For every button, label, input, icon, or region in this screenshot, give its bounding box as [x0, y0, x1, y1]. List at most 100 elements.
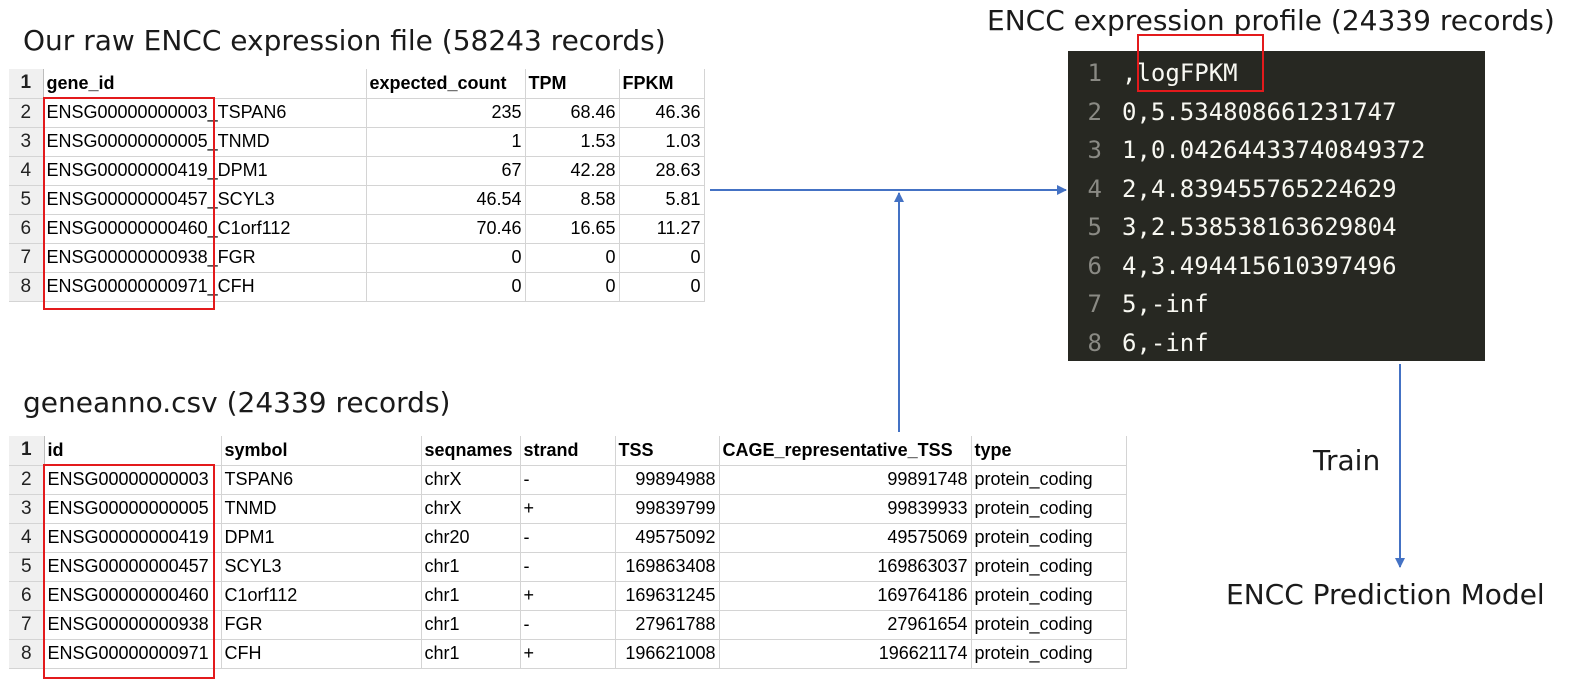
table-cell: 27961788 [615, 610, 720, 640]
table-cell: + [520, 639, 616, 669]
code-text: 5,-inf [1122, 290, 1209, 318]
editor-line: 2 0,5.534808661231747 [1068, 93, 1485, 132]
table-row: 3 ENSG00000000005 TNMD chrX +99839799 9983993… [9, 494, 1127, 524]
table-cell: + [520, 494, 616, 524]
table-cell: 235 [366, 98, 526, 128]
table-cell: TNMD [221, 494, 422, 524]
column-header: TPM [525, 69, 620, 99]
column-header: seqnames [421, 436, 521, 466]
raw-file-title: Our raw ENCC expression file (58243 reco… [23, 24, 666, 57]
table-row: 4 ENSG00000000419_DPM1 67 42.28 28.63 [9, 156, 705, 186]
expression-profile-editor: 1 ,logFPKM 2 0,5.534808661231747 3 1,0.042644… [1068, 51, 1485, 361]
table-cell: protein_coding [971, 494, 1127, 524]
table-cell: 0 [619, 243, 705, 273]
line-number: 6 [1087, 251, 1102, 280]
table-cell: chr1 [421, 639, 521, 669]
table-cell: 8.58 [525, 185, 620, 215]
table-cell: 16.65 [525, 214, 620, 244]
table-row: 2 ENSG00000000003_TSPAN6 235 68.46 46.36 [9, 98, 705, 128]
table-cell: - [520, 523, 616, 553]
table-cell: 68.46 [525, 98, 620, 128]
line-number: 2 [1087, 97, 1102, 126]
editor-line: 8 6,-inf [1068, 324, 1485, 363]
row-number: 6 [9, 581, 45, 611]
code-text: 3,2.538538163629804 [1122, 213, 1397, 241]
table-row: 6 ENSG00000000460 C1orf112 chr1 +169631245 16… [9, 581, 1127, 611]
row-number: 8 [9, 272, 44, 302]
table-cell: 196621174 [719, 639, 972, 669]
id-column-highlight-box [43, 464, 215, 679]
column-header: symbol [221, 436, 422, 466]
code-text: 4,3.494415610397496 [1122, 251, 1397, 280]
column-header: CAGE_representative_TSS [719, 436, 972, 466]
row-number: 3 [9, 127, 44, 157]
table-cell: DPM1 [221, 523, 422, 553]
table-cell: ENSG00000000003 [44, 465, 222, 495]
table-cell: chrX [421, 494, 521, 524]
table-cell: ENSG00000000419 [44, 523, 222, 553]
table-cell: 0 [619, 272, 705, 302]
row-number: 3 [9, 494, 45, 524]
table-cell: protein_coding [971, 639, 1127, 669]
line-number: 1 [1087, 59, 1102, 87]
row-number: 1 [9, 69, 44, 99]
line-number: 5 [1087, 213, 1102, 241]
table-cell: SCYL3 [221, 552, 422, 582]
table-cell: ENSG00000000460 [44, 581, 222, 611]
row-number: 7 [9, 243, 44, 273]
line-number: 8 [1087, 328, 1102, 357]
row-number: 6 [9, 214, 44, 244]
geneanno-title: geneanno.csv (24339 records) [23, 386, 451, 419]
column-header: TSS [615, 436, 720, 466]
editor-line: 1 ,logFPKM [1068, 54, 1485, 93]
table-cell: protein_coding [971, 581, 1127, 611]
table-cell: 169631245 [615, 581, 720, 611]
table-row: 7 ENSG00000000938 FGR chr1-27961788 27961654… [9, 610, 1127, 640]
table-cell: 169863408 [615, 552, 720, 582]
row-number: 2 [9, 465, 45, 495]
table-cell: ENSG00000000971_CFH [43, 272, 367, 302]
line-number: 3 [1087, 136, 1102, 164]
line-number: 7 [1087, 290, 1102, 318]
raw-expression-table: 1 gene_id expected_count TPM FPKM 2 ENSG000000… [9, 69, 705, 302]
table-cell: chr1 [421, 581, 521, 611]
table-cell: 99839933 [719, 494, 972, 524]
table-cell: 70.46 [366, 214, 526, 244]
table-cell: 42.28 [525, 156, 620, 186]
table-cell: 49575092 [615, 523, 720, 553]
table-row: 5 ENSG00000000457_SCYL3 46.54 8.58 5.81 [9, 185, 705, 215]
table-cell: CFH [221, 639, 422, 669]
table-cell: 46.54 [366, 185, 526, 215]
row-number: 1 [9, 436, 45, 466]
code-text: 2,4.839455765224629 [1122, 174, 1397, 203]
table-row: 7 ENSG00000000938_FGR 0 0 0 [9, 243, 705, 273]
table-cell: 0 [525, 272, 620, 302]
table-cell: 49575069 [719, 523, 972, 553]
table-cell: 0 [525, 243, 620, 273]
row-number: 2 [9, 98, 44, 128]
table-cell: C1orf112 [221, 581, 422, 611]
gene-id-highlight-box [43, 97, 215, 310]
table-row: 4 ENSG00000000419 DPM1 chr20-49575092 495750… [9, 523, 1127, 553]
table-cell: ENSG00000000938 [44, 610, 222, 640]
table-cell: - [520, 465, 616, 495]
table-row: 3 ENSG00000000005_TNMD 1 1.53 1.03 [9, 127, 705, 157]
editor-line: 3 1,0.04264433740849372 [1068, 131, 1485, 170]
table-cell: - [520, 552, 616, 582]
table-cell: chrX [421, 465, 521, 495]
column-header: strand [520, 436, 616, 466]
editor-line: 5 3,2.538538163629804 [1068, 208, 1485, 247]
table-cell: ENSG00000000005 [44, 494, 222, 524]
table-cell: 28.63 [619, 156, 705, 186]
table-cell: 196621008 [615, 639, 720, 669]
table-cell: - [520, 610, 616, 640]
geneanno-table: 1 id symbol seqnames strand TSS CAGE_represent… [9, 436, 1127, 669]
table-row: 8 ENSG00000000971 CFH chr1 +196621008 1966211… [9, 639, 1127, 669]
table-cell: protein_coding [971, 552, 1127, 582]
column-header: type [971, 436, 1127, 466]
table-cell: chr1 [421, 552, 521, 582]
column-header: FPKM [619, 69, 705, 99]
row-number: 5 [9, 552, 45, 582]
table-cell: chr1 [421, 610, 521, 640]
